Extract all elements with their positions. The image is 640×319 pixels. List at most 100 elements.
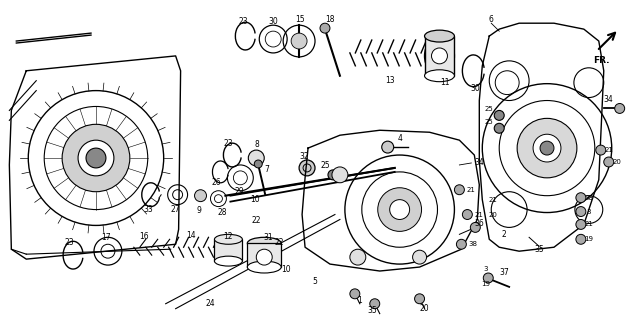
Ellipse shape <box>424 70 454 82</box>
Ellipse shape <box>424 30 454 42</box>
Circle shape <box>299 160 315 176</box>
Text: 14: 14 <box>186 231 195 240</box>
Text: 2: 2 <box>502 230 507 239</box>
Bar <box>214 239 243 261</box>
Circle shape <box>533 134 561 162</box>
Bar <box>247 243 281 267</box>
Text: 4: 4 <box>397 134 402 143</box>
Text: 5: 5 <box>312 278 317 286</box>
Text: 30: 30 <box>470 84 480 93</box>
Text: 15: 15 <box>295 15 305 24</box>
Circle shape <box>517 118 577 178</box>
Circle shape <box>62 124 130 192</box>
Text: 19: 19 <box>481 281 490 287</box>
Text: 25: 25 <box>320 161 330 170</box>
Circle shape <box>320 23 330 33</box>
Circle shape <box>350 249 366 265</box>
Circle shape <box>540 141 554 155</box>
Ellipse shape <box>247 261 281 273</box>
Text: 22: 22 <box>252 216 261 225</box>
Circle shape <box>78 140 114 176</box>
Circle shape <box>390 200 410 219</box>
Text: 28: 28 <box>218 208 227 217</box>
Circle shape <box>381 141 394 153</box>
Circle shape <box>576 219 586 229</box>
Text: 35: 35 <box>534 245 544 254</box>
Text: 36: 36 <box>474 219 484 228</box>
Text: 12: 12 <box>223 232 233 241</box>
Text: 19: 19 <box>584 236 593 242</box>
Text: 22: 22 <box>275 238 284 247</box>
Text: 37: 37 <box>499 268 509 277</box>
Text: 10: 10 <box>250 195 260 204</box>
Circle shape <box>604 157 614 167</box>
Text: 23: 23 <box>239 17 248 26</box>
Text: 35: 35 <box>368 306 378 315</box>
Circle shape <box>456 239 467 249</box>
Circle shape <box>483 273 493 283</box>
Text: 21: 21 <box>489 197 498 203</box>
Text: 38: 38 <box>469 241 478 247</box>
Bar <box>424 36 454 76</box>
Text: 24: 24 <box>205 299 215 308</box>
Text: 34: 34 <box>474 159 484 167</box>
Text: 34: 34 <box>604 95 614 104</box>
Circle shape <box>254 160 262 168</box>
Circle shape <box>454 185 465 195</box>
Text: 1: 1 <box>358 296 362 305</box>
Text: 21: 21 <box>475 211 484 218</box>
Text: 23: 23 <box>223 139 233 148</box>
Text: 11: 11 <box>440 78 449 87</box>
Text: 38: 38 <box>584 195 593 201</box>
Circle shape <box>494 123 504 133</box>
Text: 3: 3 <box>483 266 488 272</box>
Text: 13: 13 <box>385 76 394 85</box>
Circle shape <box>248 150 264 166</box>
Text: 16: 16 <box>139 232 148 241</box>
Text: 6: 6 <box>489 15 493 24</box>
Text: 21: 21 <box>604 147 613 153</box>
Circle shape <box>413 250 426 264</box>
Circle shape <box>470 222 480 232</box>
Text: FR.: FR. <box>593 56 609 65</box>
Text: 3: 3 <box>587 209 591 215</box>
Circle shape <box>332 167 348 183</box>
Circle shape <box>256 249 272 265</box>
Text: 31: 31 <box>264 233 273 242</box>
Circle shape <box>494 110 504 120</box>
Circle shape <box>328 170 338 180</box>
Text: 30: 30 <box>268 17 278 26</box>
Text: 20: 20 <box>489 211 498 218</box>
Text: 9: 9 <box>196 206 201 215</box>
Circle shape <box>576 193 586 203</box>
Circle shape <box>291 33 307 49</box>
Ellipse shape <box>247 237 281 249</box>
Circle shape <box>576 234 586 244</box>
Circle shape <box>415 294 424 304</box>
Circle shape <box>370 299 380 309</box>
Circle shape <box>596 145 605 155</box>
Text: 26: 26 <box>212 178 221 187</box>
Text: 32: 32 <box>300 152 309 160</box>
Text: 20: 20 <box>420 304 429 313</box>
Circle shape <box>86 148 106 168</box>
Text: 25: 25 <box>485 107 493 112</box>
Text: 21: 21 <box>467 187 476 193</box>
Circle shape <box>576 207 586 217</box>
Circle shape <box>614 103 625 114</box>
Text: 27: 27 <box>171 205 180 214</box>
Circle shape <box>350 289 360 299</box>
Text: 8: 8 <box>255 140 260 149</box>
Ellipse shape <box>214 234 243 244</box>
Text: 20: 20 <box>612 159 621 165</box>
Text: 17: 17 <box>101 233 111 242</box>
Circle shape <box>378 188 422 231</box>
Text: 7: 7 <box>265 166 269 174</box>
Text: 29: 29 <box>234 187 244 196</box>
Text: 33: 33 <box>144 205 154 214</box>
Text: 10: 10 <box>282 264 291 273</box>
Text: 21: 21 <box>584 221 593 227</box>
Circle shape <box>462 210 472 219</box>
Circle shape <box>431 48 447 64</box>
Ellipse shape <box>214 256 243 266</box>
